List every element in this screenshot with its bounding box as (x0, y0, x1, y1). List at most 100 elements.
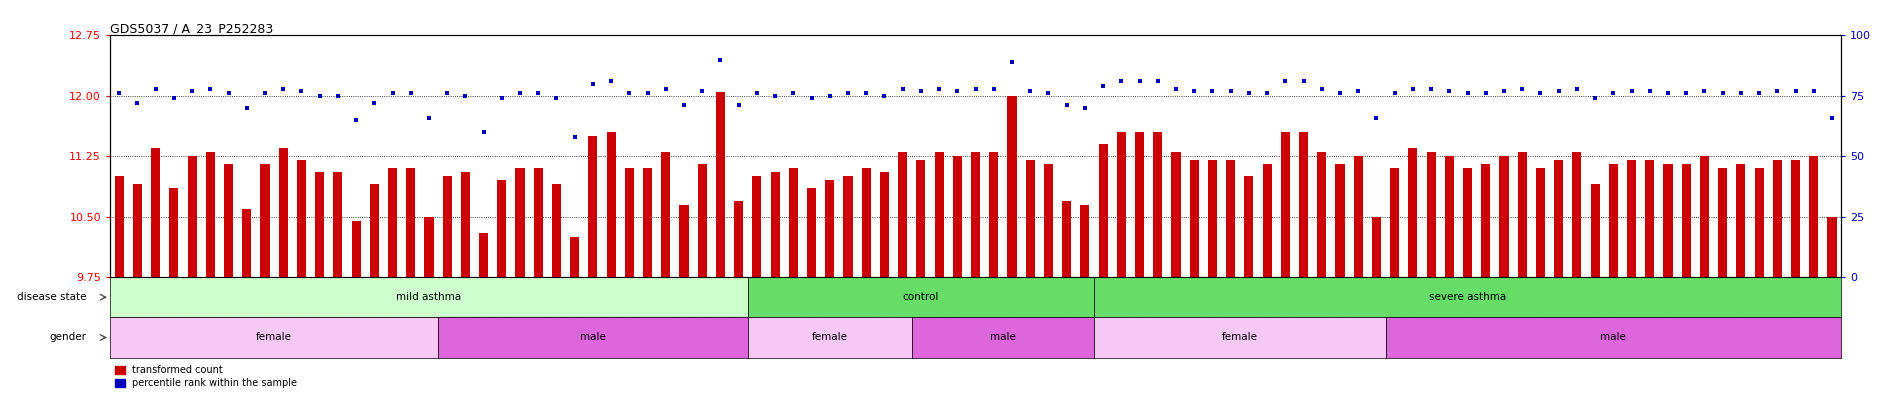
Point (1708, 90, 1739, 97)
Bar (1171, 152, 1181, 277)
Bar (1298, 132, 1308, 277)
Point (304, 93, 334, 99)
Point (1562, 85, 1592, 92)
Point (524, 90, 554, 97)
Point (251, 90, 281, 97)
Bar (1444, 156, 1454, 277)
Point (1033, 90, 1063, 97)
Bar (334, 172, 342, 277)
Bar (315, 172, 325, 277)
Point (615, 90, 645, 97)
Point (1344, 88, 1374, 94)
Point (869, 93, 900, 99)
Point (814, 93, 845, 99)
Bar (1116, 132, 1126, 277)
Bar (748, 277, 1093, 318)
Point (979, 85, 1010, 92)
Point (632, 90, 662, 97)
Bar (1190, 160, 1200, 277)
Point (1179, 88, 1209, 94)
Bar (843, 176, 852, 277)
Bar (607, 132, 615, 277)
Bar (972, 152, 979, 277)
Point (706, 56, 736, 62)
Bar (1518, 152, 1526, 277)
Bar (188, 156, 197, 277)
Bar (1044, 164, 1053, 277)
Point (1634, 88, 1665, 94)
Point (1088, 83, 1118, 89)
Bar (387, 168, 397, 277)
Bar (1535, 168, 1545, 277)
Point (560, 134, 590, 140)
Point (888, 85, 919, 92)
Point (268, 85, 298, 92)
Text: female: female (256, 332, 292, 342)
Bar (790, 168, 797, 277)
Point (924, 85, 955, 92)
Point (1253, 90, 1283, 97)
Point (596, 78, 626, 84)
Bar (1773, 160, 1782, 277)
Point (941, 88, 972, 94)
Point (195, 85, 226, 92)
Bar (1154, 132, 1162, 277)
Point (359, 100, 389, 106)
Bar (1754, 168, 1763, 277)
Bar (1627, 160, 1636, 277)
Bar (152, 148, 159, 277)
Point (723, 102, 754, 108)
Point (1452, 90, 1482, 97)
Point (651, 85, 681, 92)
Text: GDS5037 / A_23_P252283: GDS5037 / A_23_P252283 (110, 22, 273, 35)
Bar (917, 160, 926, 277)
Bar (110, 277, 748, 318)
Point (1270, 78, 1300, 84)
Point (960, 85, 991, 92)
Bar (260, 164, 270, 277)
Point (1162, 85, 1192, 92)
Point (759, 93, 790, 99)
Point (1416, 85, 1446, 92)
Point (378, 90, 408, 97)
Point (1543, 88, 1573, 94)
Text: female: female (1222, 332, 1258, 342)
Bar (478, 233, 488, 277)
Point (342, 117, 372, 123)
Bar (1554, 160, 1564, 277)
Text: disease state: disease state (17, 292, 87, 302)
Point (1799, 88, 1830, 94)
Bar (1372, 217, 1382, 277)
Point (1488, 88, 1518, 94)
Bar (911, 318, 1093, 358)
Point (1780, 88, 1811, 94)
Bar (461, 172, 471, 277)
Bar (1792, 160, 1799, 277)
Bar (1080, 204, 1089, 277)
Bar (497, 180, 507, 277)
Text: control: control (903, 292, 940, 302)
Bar (1353, 156, 1363, 277)
Bar (114, 176, 123, 277)
Point (1143, 78, 1173, 84)
Bar (1809, 156, 1818, 277)
Bar (1386, 318, 1841, 358)
Bar (1682, 164, 1691, 277)
Text: male: male (991, 332, 1015, 342)
Text: severe asthma: severe asthma (1429, 292, 1507, 302)
Point (414, 114, 444, 121)
Bar (516, 168, 524, 277)
Bar (1499, 156, 1509, 277)
Text: male: male (581, 332, 605, 342)
Point (287, 88, 317, 94)
Point (469, 129, 499, 135)
Legend: transformed count, percentile rank within the sample: transformed count, percentile rank withi… (116, 365, 298, 388)
Point (1070, 105, 1101, 111)
Bar (1063, 200, 1070, 277)
Bar (1093, 318, 1386, 358)
Point (433, 90, 463, 97)
Point (177, 88, 207, 94)
Bar (1610, 164, 1617, 277)
Point (1507, 85, 1537, 92)
Bar (169, 188, 178, 277)
